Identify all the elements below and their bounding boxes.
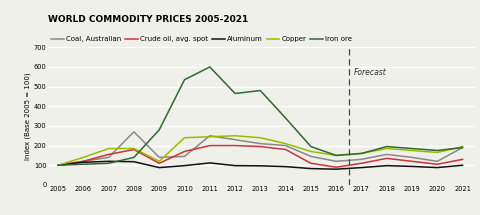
Coal, Australian [232,138,238,141]
Aluminum [333,168,339,170]
Aluminum [181,164,187,167]
Crude oil, avg. spot [81,160,86,163]
Coal, Australian [333,160,339,163]
Copper [55,164,61,167]
Aluminum [81,161,86,164]
Crude oil, avg. spot [409,160,415,163]
Iron ore [181,78,187,81]
Iron ore [384,145,390,148]
Iron ore [156,129,162,131]
Crude oil, avg. spot [55,164,61,167]
Coal, Australian [207,134,213,137]
Crude oil, avg. spot [333,166,339,169]
Copper [409,149,415,152]
Y-axis label: Index (Base 2005 = 100): Index (Base 2005 = 100) [24,72,31,160]
Coal, Australian [181,155,187,158]
Crude oil, avg. spot [460,158,466,161]
Aluminum [106,160,111,163]
Copper [333,154,339,157]
Coal, Australian [156,156,162,159]
Coal, Australian [384,153,390,156]
Crude oil, avg. spot [308,162,314,164]
Copper [434,151,440,154]
Copper [207,135,213,138]
Iron ore [283,117,288,119]
Text: Forecast: Forecast [354,68,386,77]
Coal, Australian [434,160,440,163]
Coal, Australian [131,131,137,133]
Coal, Australian [81,160,86,163]
Aluminum [359,166,364,169]
Iron ore [257,89,263,92]
Aluminum [131,160,137,163]
Crude oil, avg. spot [232,144,238,147]
Crude oil, avg. spot [283,148,288,151]
Aluminum [207,162,213,164]
Iron ore [131,156,137,159]
Aluminum [283,165,288,168]
Copper [257,137,263,139]
Iron ore [207,66,213,68]
Line: Crude oil, avg. spot: Crude oil, avg. spot [58,146,463,167]
Copper [232,134,238,137]
Aluminum [460,164,466,167]
Aluminum [434,166,440,169]
Line: Iron ore: Iron ore [58,67,463,165]
Aluminum [156,166,162,169]
Iron ore [308,145,314,148]
Iron ore [106,162,111,164]
Line: Aluminum: Aluminum [58,161,463,169]
Aluminum [232,164,238,167]
Aluminum [409,165,415,168]
Crude oil, avg. spot [131,148,137,151]
Crude oil, avg. spot [106,153,111,156]
Coal, Australian [460,146,466,149]
Copper [283,142,288,145]
Aluminum [308,167,314,170]
Crude oil, avg. spot [181,150,187,153]
Coal, Australian [257,142,263,145]
Iron ore [81,163,86,166]
Copper [131,147,137,150]
Iron ore [434,149,440,152]
Crude oil, avg. spot [384,157,390,160]
Iron ore [333,154,339,157]
Coal, Australian [359,158,364,161]
Text: WORLD COMMODITY PRICES 2005-2021: WORLD COMMODITY PRICES 2005-2021 [48,15,248,24]
Coal, Australian [283,144,288,147]
Copper [181,137,187,139]
Copper [460,145,466,148]
Copper [156,160,162,163]
Iron ore [55,164,61,167]
Copper [81,156,86,159]
Coal, Australian [308,155,314,158]
Aluminum [384,164,390,167]
Crude oil, avg. spot [207,144,213,147]
Coal, Australian [106,156,111,159]
Copper [359,152,364,155]
Coal, Australian [55,164,61,167]
Iron ore [359,152,364,155]
Iron ore [409,147,415,150]
Iron ore [460,146,466,149]
Line: Coal, Australian: Coal, Australian [58,132,463,165]
Aluminum [257,164,263,167]
Crude oil, avg. spot [359,162,364,164]
Coal, Australian [409,156,415,159]
Crude oil, avg. spot [156,162,162,164]
Iron ore [232,92,238,95]
Copper [106,147,111,150]
Copper [308,150,314,153]
Crude oil, avg. spot [257,145,263,148]
Legend: Coal, Australian, Crude oil, avg. spot, Aluminum, Copper, Iron ore: Coal, Australian, Crude oil, avg. spot, … [51,37,352,42]
Copper [384,147,390,150]
Crude oil, avg. spot [434,163,440,166]
Line: Copper: Copper [58,136,463,165]
Aluminum [55,164,61,167]
